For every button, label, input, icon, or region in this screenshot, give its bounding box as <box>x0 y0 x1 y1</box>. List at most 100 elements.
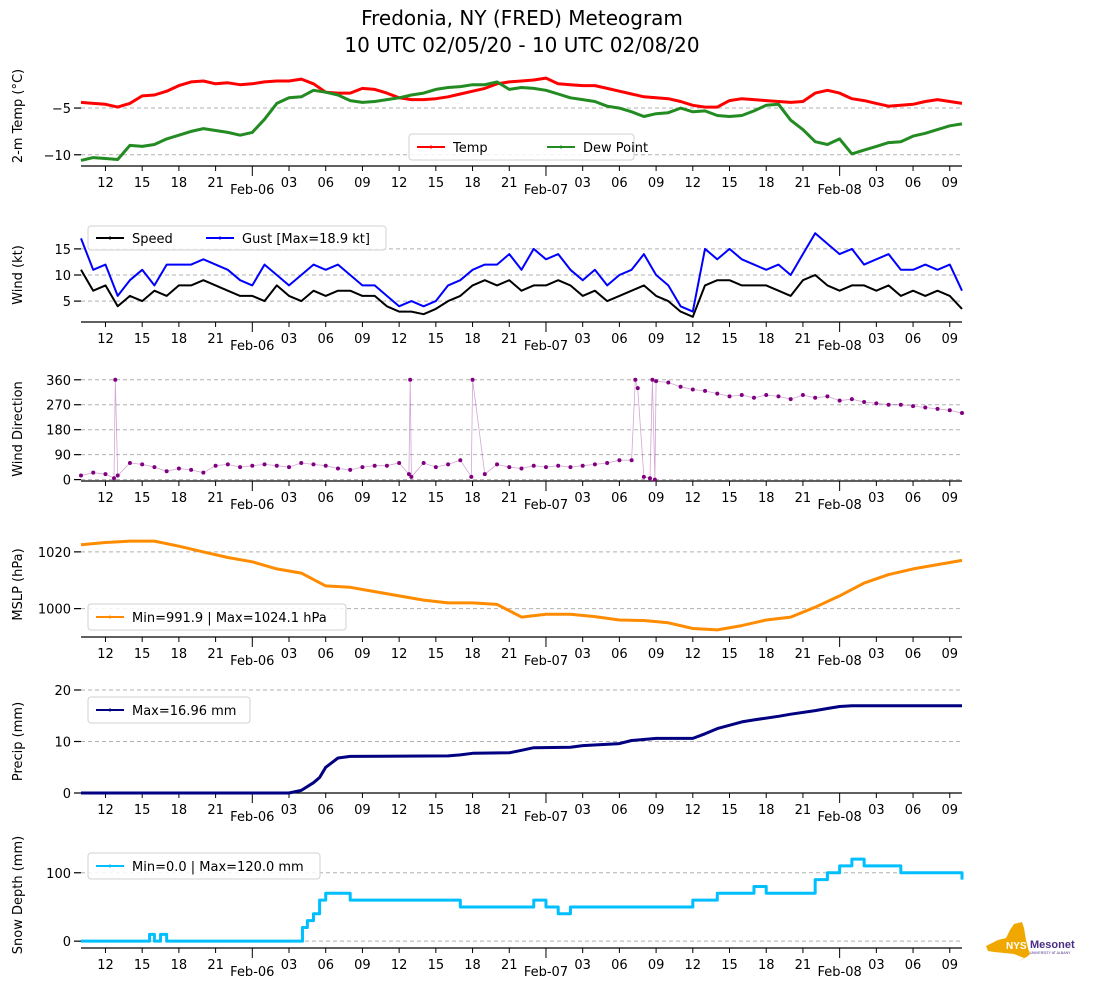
y-axis-label: Wind (kt) <box>11 245 26 305</box>
data-point <box>633 377 638 382</box>
data-point <box>641 474 646 479</box>
data-point <box>647 476 652 481</box>
data-point <box>495 462 500 467</box>
x-major-tick-label: Feb-06 <box>230 965 274 980</box>
series-line-dew <box>80 80 963 162</box>
data-point <box>507 465 512 470</box>
data-point <box>635 386 640 391</box>
legend-marker <box>429 145 433 149</box>
x-tick-label: 18 <box>758 332 775 347</box>
x-tick-label: 15 <box>134 176 151 191</box>
x-tick-label: 12 <box>685 491 702 506</box>
data-point <box>421 460 426 465</box>
x-tick-label: 09 <box>354 958 371 973</box>
x-tick-label: 15 <box>134 491 151 506</box>
legend-marker <box>108 236 112 240</box>
series-line-temp <box>80 76 963 109</box>
data-point <box>469 474 474 479</box>
x-tick-label: 09 <box>941 491 958 506</box>
data-point <box>113 377 118 382</box>
x-major-tick-label: Feb-07 <box>524 498 568 513</box>
x-tick-label: 06 <box>611 491 628 506</box>
x-tick-label: 03 <box>574 332 591 347</box>
x-tick-label: 12 <box>391 803 408 818</box>
x-major-tick-label: Feb-08 <box>818 183 862 198</box>
x-tick-label: 15 <box>428 176 445 191</box>
series-line-wind-direction <box>80 379 963 480</box>
data-point <box>152 465 157 470</box>
x-tick-label: 18 <box>758 491 775 506</box>
x-tick-label: 06 <box>905 647 922 662</box>
x-tick-label: 06 <box>611 803 628 818</box>
legend-box <box>87 852 321 880</box>
x-tick-label: 09 <box>354 491 371 506</box>
legend-box <box>87 603 347 631</box>
data-point <box>201 470 206 475</box>
x-tick-label: 03 <box>574 491 591 506</box>
data-point <box>650 377 655 382</box>
data-point <box>311 462 316 467</box>
x-tick-label: 12 <box>391 332 408 347</box>
data-point <box>446 462 451 467</box>
x-major-tick-label: Feb-06 <box>230 339 274 354</box>
data-point <box>715 391 720 396</box>
new-york-state-icon: NYS Mesonet UNIVERSITY AT ALBANY <box>986 922 1075 962</box>
legend-marker <box>108 708 112 712</box>
x-tick-label: 06 <box>905 803 922 818</box>
y-tick-label: 0 <box>63 935 71 950</box>
x-tick-label: 12 <box>391 647 408 662</box>
data-point <box>140 462 145 467</box>
x-tick-label: 09 <box>648 176 665 191</box>
y-tick-label: −10 <box>44 149 71 164</box>
data-point <box>397 460 402 465</box>
x-tick-label: 18 <box>171 491 188 506</box>
y-tick-label: 1020 <box>38 546 71 561</box>
data-point <box>299 460 304 465</box>
y-tick-label: 20 <box>54 684 71 699</box>
data-point <box>384 463 389 468</box>
panel-temp: −10 −5 2-m Temp (°C) 12 15 18 21 03 06 09 12 15 18 21… <box>11 69 963 198</box>
x-tick-label: 03 <box>574 958 591 973</box>
data-point <box>406 472 411 477</box>
x-tick-label: 21 <box>795 176 812 191</box>
legend-label: Dew Point <box>583 141 648 156</box>
data-point <box>690 387 695 392</box>
data-point <box>372 463 377 468</box>
x-tick-label: 21 <box>207 332 224 347</box>
y-tick-label: 0 <box>63 787 71 802</box>
x-tick-label: 03 <box>574 647 591 662</box>
data-point <box>262 462 267 467</box>
x-tick-label: 15 <box>428 647 445 662</box>
data-point <box>519 466 524 471</box>
y-tick-label: 5 <box>63 295 71 310</box>
data-point <box>666 380 671 385</box>
x-tick-label: 15 <box>428 803 445 818</box>
x-tick-label: 21 <box>501 332 518 347</box>
chart-title-line1: Fredonia, NY (FRED) Meteogram <box>361 6 683 30</box>
y-tick-label: −5 <box>52 102 71 117</box>
x-tick-label: 12 <box>97 332 114 347</box>
x-tick-label: 18 <box>464 176 481 191</box>
x-major-tick-label: Feb-07 <box>524 810 568 825</box>
data-point <box>776 394 781 399</box>
data-point <box>127 460 132 465</box>
series-line-speed <box>80 269 963 318</box>
x-tick-label: 09 <box>648 332 665 347</box>
x-tick-label: 09 <box>648 803 665 818</box>
panel-mslp: 1000 1020 MSLP (hPa) 12 15 18 21 03 06 09 12 15 18 21… <box>11 539 963 669</box>
x-tick-label: 12 <box>391 958 408 973</box>
legend-marker <box>108 864 112 868</box>
y-axis-label: Snow Depth (mm) <box>11 836 26 954</box>
x-tick-label: 09 <box>941 958 958 973</box>
x-tick-label: 09 <box>941 332 958 347</box>
data-point <box>605 460 610 465</box>
x-tick-label: 21 <box>501 647 518 662</box>
logo-brand-text: Mesonet <box>1030 939 1075 951</box>
x-tick-label: 21 <box>795 491 812 506</box>
x-tick-label: 06 <box>611 958 628 973</box>
x-tick-label: 09 <box>941 803 958 818</box>
data-point <box>800 393 805 398</box>
x-tick-label: 09 <box>648 491 665 506</box>
x-tick-label: 09 <box>648 647 665 662</box>
data-point <box>531 463 536 468</box>
